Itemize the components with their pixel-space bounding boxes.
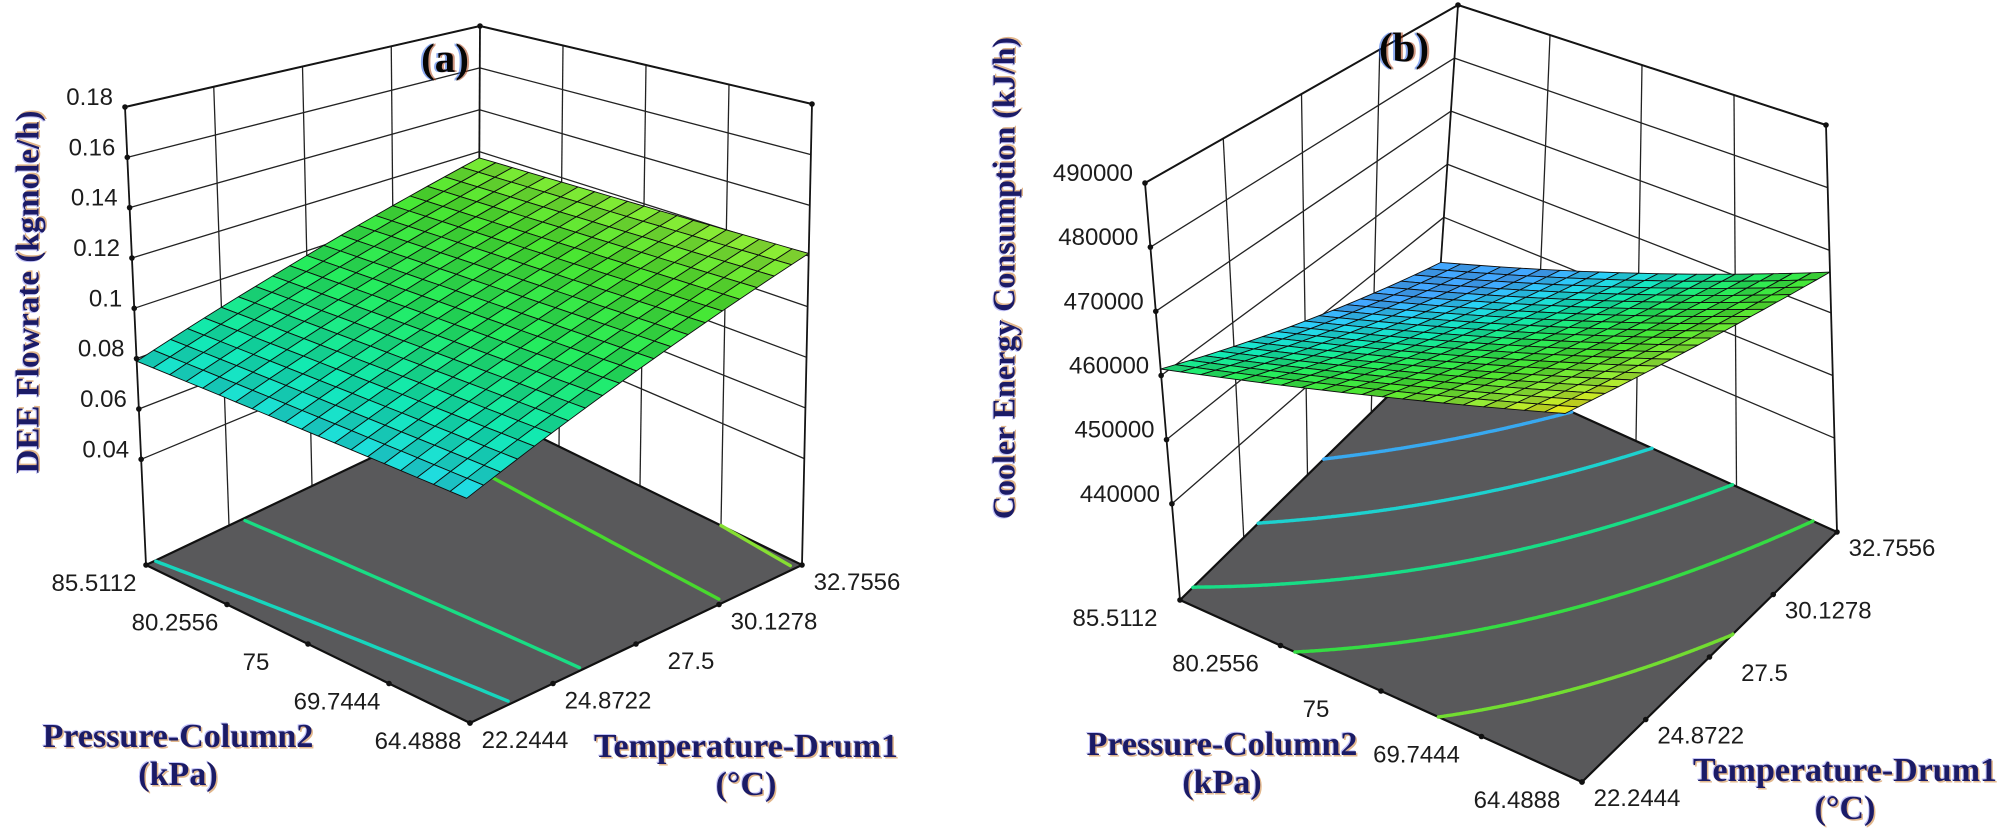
z-tick-label: 460000 <box>1069 352 1149 379</box>
panel-b-z-axis-title: Cooler Energy Consumption (kJ/h) <box>985 36 1022 520</box>
panel-a-temperature-axis-title: Temperature-Drum1 (°C) <box>594 728 898 804</box>
pressure-tick-label: 64.4888 <box>1474 787 1561 814</box>
z-tick-label: 440000 <box>1080 481 1160 508</box>
surface-mesh <box>136 157 810 499</box>
panel-b-temperature-axis-unit: (°C) <box>1814 790 1876 827</box>
panel-b-pressure-axis-title: Pressure-Column2 (kPa) <box>1087 726 1358 802</box>
temperature-tick-label: 22.2444 <box>482 727 569 754</box>
panel-a: 0.18 0.16 0.14 0.12 0.1 0.08 0.06 0.04 85.5112 80… <box>52 23 901 755</box>
panel-a-temperature-axis-title-line1: Temperature-Drum1 <box>593 728 899 765</box>
z-tick-label: 0.08 <box>78 336 125 363</box>
z-tick-label: 0.16 <box>69 134 116 161</box>
contour-line <box>1256 446 1654 525</box>
pressure-tick-label: 85.5112 <box>1073 605 1158 632</box>
temperature-tick-label: 24.8722 <box>1657 723 1744 750</box>
panel-a-z-axis-title: DEE Flowrate (kgmole/h) <box>10 110 47 474</box>
temperature-tick-label: 24.8722 <box>565 688 652 715</box>
panel-b-label: (b) <box>1378 24 1430 70</box>
z-tick-label: 450000 <box>1074 417 1154 444</box>
pressure-tick-label: 75 <box>243 649 270 676</box>
contour-line <box>719 523 792 568</box>
floor-contours <box>154 436 792 703</box>
temperature-tick-label: 32.7556 <box>1849 535 1936 562</box>
temperature-tick-label: 22.2444 <box>1594 785 1681 812</box>
tick-labels: 0.18 0.16 0.14 0.12 0.1 0.08 0.06 0.04 85.5112 80… <box>52 23 901 755</box>
temperature-tick-label: 32.7556 <box>814 569 901 596</box>
temperature-tick-label: 30.1278 <box>1785 598 1872 625</box>
panel-b-temperature-axis-title: Temperature-Drum1 (°C) <box>1693 752 1997 828</box>
z-tick-label: 480000 <box>1058 224 1138 251</box>
pressure-tick-label: 69.7444 <box>1373 742 1460 769</box>
panel-b: 490000 480000 470000 460000 450000 440000 85.5… <box>1053 2 1935 814</box>
pressure-tick-label: 64.4888 <box>375 728 462 755</box>
pressure-tick-label: 85.5112 <box>52 570 137 597</box>
z-tick-label: 0.12 <box>73 235 120 262</box>
floor <box>1178 348 1839 784</box>
contour-line <box>1321 410 1574 461</box>
tick-labels: 490000 480000 470000 460000 450000 440000 85.5… <box>1053 2 1935 814</box>
z-tick-label: 0.04 <box>82 436 129 463</box>
panel-a-label: (a) <box>421 35 469 81</box>
surface-mesh <box>1160 261 1831 414</box>
temperature-tick-label: 30.1278 <box>731 609 818 636</box>
contour-line <box>1191 483 1735 590</box>
pressure-tick-label: 80.2556 <box>1172 651 1259 678</box>
z-tick-label: 0.14 <box>71 185 118 212</box>
panel-a-pressure-axis-title-line1: Pressure-Column2 <box>42 718 314 755</box>
panel-b-pressure-axis-unit: (kPa) <box>1182 764 1262 801</box>
pressure-tick-label: 80.2556 <box>132 610 219 637</box>
temperature-tick-label: 27.5 <box>668 648 715 675</box>
panel-b-temperature-axis-title-line1: Temperature-Drum1 <box>1692 752 1998 789</box>
pressure-tick-label: 69.7444 <box>294 689 381 716</box>
pressure-tick-label: 75 <box>1303 696 1330 723</box>
contour-line <box>243 518 582 670</box>
contour-line <box>154 559 510 703</box>
z-tick-label: 0.06 <box>80 386 127 413</box>
z-tick-label: 490000 <box>1053 160 1133 187</box>
z-tick-label: 470000 <box>1064 288 1144 315</box>
z-tick-label: 0.18 <box>66 84 113 111</box>
contour-line <box>1293 519 1815 654</box>
panel-a-pressure-axis-title: Pressure-Column2 (kPa) <box>43 718 314 794</box>
temperature-tick-label: 27.5 <box>1741 660 1788 687</box>
panel-a-temperature-axis-unit: (°C) <box>715 766 777 803</box>
panel-b-pressure-axis-title-line1: Pressure-Column2 <box>1086 726 1358 763</box>
panel-a-pressure-axis-unit: (kPa) <box>138 756 218 793</box>
z-tick-label: 0.1 <box>89 285 122 312</box>
contour-line <box>1436 632 1735 719</box>
